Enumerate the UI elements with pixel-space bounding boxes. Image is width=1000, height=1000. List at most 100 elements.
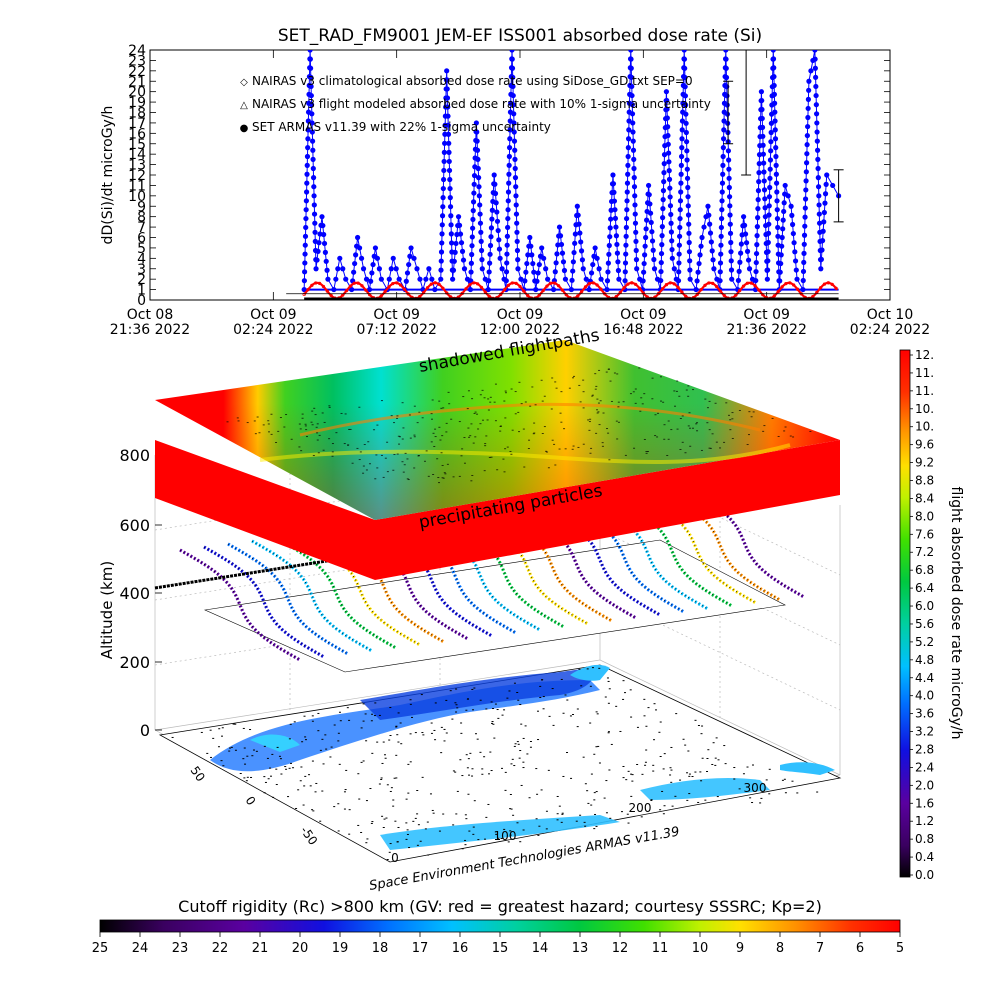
slab-track-dot bbox=[367, 441, 370, 443]
series-point-armas bbox=[523, 269, 529, 275]
series-point-armas bbox=[802, 196, 809, 202]
series-point-armas bbox=[677, 215, 683, 222]
series-point-armas bbox=[767, 157, 774, 163]
slab-track-dot bbox=[518, 381, 521, 383]
slab-track-dot bbox=[392, 469, 395, 471]
series-point-armas bbox=[725, 148, 731, 154]
series-point-armas bbox=[390, 255, 396, 261]
legend: ◇ NAIRAS v3 climatological absorbed dose … bbox=[240, 74, 711, 134]
slab-track-dot bbox=[706, 407, 709, 409]
ground-track-dot bbox=[276, 746, 279, 748]
series-point-armas bbox=[743, 240, 750, 246]
series-point-armas bbox=[625, 171, 631, 177]
y-tick-label: 24 bbox=[128, 43, 146, 59]
ground-track-dot bbox=[622, 680, 625, 682]
ground-track-dot bbox=[715, 737, 718, 739]
series-point-armas bbox=[805, 105, 811, 112]
series-point-armas bbox=[685, 194, 691, 200]
series-point-armas bbox=[632, 202, 638, 208]
ground-track-dot bbox=[414, 817, 417, 819]
slab-track-dot bbox=[762, 430, 765, 432]
slab-track-dot bbox=[541, 433, 544, 435]
colorbar-right-ticks: 12.11.11.10.10.9.69.28.88.48.07.67.26.86… bbox=[910, 348, 934, 882]
ground-track-dot bbox=[587, 802, 590, 804]
ground-track-dot bbox=[579, 814, 582, 816]
slab-track-dot bbox=[305, 429, 308, 431]
colorbar-right-tick-label: 11. bbox=[915, 366, 934, 380]
slab-track-dot bbox=[256, 416, 259, 418]
series-point-armas bbox=[668, 211, 674, 218]
series-point-armas bbox=[759, 97, 765, 104]
series-point-armas bbox=[606, 251, 612, 257]
ground-track-dot bbox=[309, 785, 312, 787]
series-point-armas bbox=[629, 83, 635, 90]
series-point-armas bbox=[506, 171, 512, 177]
series-point-nairas-clim bbox=[541, 288, 545, 293]
slab-track-dot bbox=[237, 420, 240, 422]
series-point-armas bbox=[793, 267, 799, 273]
latitude-tick-label: 0 bbox=[243, 794, 259, 808]
ground-track-dot bbox=[229, 747, 232, 749]
series-point-armas bbox=[706, 212, 712, 218]
slab-track-dot bbox=[524, 401, 527, 403]
slab-track-dot bbox=[546, 451, 549, 453]
series-point-armas bbox=[816, 220, 823, 226]
series-point-nairas-clim bbox=[772, 294, 777, 298]
slab-track-dot bbox=[597, 411, 600, 413]
series-point-nairas-clim bbox=[738, 288, 742, 293]
colorbar-bottom bbox=[99, 919, 901, 933]
ground-track-dot bbox=[542, 696, 545, 698]
series-point-armas bbox=[623, 233, 629, 239]
series-point-armas bbox=[625, 153, 631, 160]
series-point-armas bbox=[822, 200, 828, 206]
ground-track-dot bbox=[526, 753, 529, 755]
series-point-armas bbox=[439, 231, 445, 237]
slab-track-dot bbox=[681, 415, 684, 417]
colorbar-right-tick-label: 8.8 bbox=[915, 474, 934, 488]
ground-track-dot bbox=[388, 739, 391, 741]
ground-track-dot bbox=[271, 753, 274, 755]
ground-track-dot bbox=[348, 719, 351, 721]
series-point-armas bbox=[513, 193, 519, 199]
series-point-armas bbox=[683, 102, 689, 108]
series-point-armas bbox=[759, 106, 765, 113]
series-point-nairas-clim bbox=[560, 288, 565, 292]
series-point-armas bbox=[775, 224, 781, 231]
slab-track-dot bbox=[617, 421, 620, 423]
series-point-armas bbox=[695, 269, 701, 275]
series-point-nairas-clim bbox=[429, 282, 434, 286]
series-point-armas bbox=[779, 243, 785, 249]
series-point-armas bbox=[771, 91, 777, 97]
series-point-armas bbox=[478, 247, 485, 254]
ground-track-dot bbox=[701, 757, 704, 759]
ground-track-dot bbox=[455, 704, 458, 706]
series-point-armas bbox=[669, 238, 675, 244]
slab-track-dot bbox=[572, 445, 575, 447]
series-point-nairas-clim bbox=[506, 283, 511, 288]
ground-track-dot bbox=[671, 805, 674, 807]
ground-track-dot bbox=[311, 720, 314, 722]
y-tick-label: 15 bbox=[128, 137, 146, 153]
series-point-armas bbox=[445, 113, 451, 119]
series-point-armas bbox=[774, 198, 780, 204]
slab-track-dot bbox=[439, 439, 442, 441]
series-point-nairas-clim bbox=[699, 288, 703, 292]
series-point-armas bbox=[726, 166, 732, 172]
ground-track-dot bbox=[511, 758, 514, 760]
series-layer bbox=[286, 50, 844, 300]
slab-track-dot bbox=[662, 401, 665, 403]
slab-track-dot bbox=[463, 437, 466, 439]
slab-track-dot bbox=[434, 428, 437, 430]
series-point-armas bbox=[320, 222, 326, 229]
ground-track-dot bbox=[264, 781, 267, 783]
slab-track-dot bbox=[407, 479, 410, 481]
y-tick-label: 5 bbox=[137, 241, 146, 257]
series-point-armas bbox=[624, 180, 631, 186]
slab-track-dot bbox=[343, 443, 346, 445]
slab-track-dot bbox=[731, 412, 734, 414]
y-tick-label: 8 bbox=[137, 210, 146, 226]
series-point-armas bbox=[453, 240, 459, 247]
ground-track-dot bbox=[416, 844, 419, 846]
series-point-armas bbox=[660, 206, 666, 212]
